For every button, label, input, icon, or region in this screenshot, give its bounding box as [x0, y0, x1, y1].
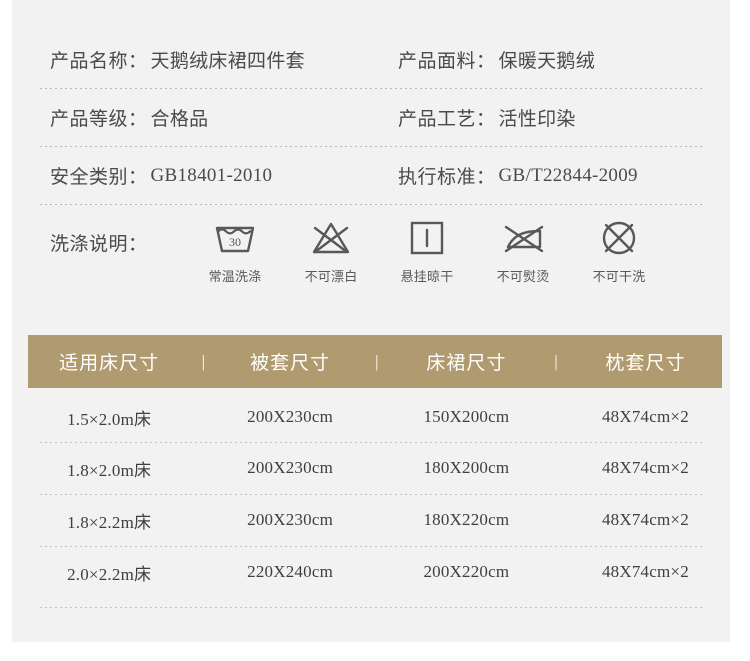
table-row-separator — [40, 442, 702, 443]
no-bleach-icon — [309, 215, 353, 261]
size-table-header-separator: | — [554, 351, 558, 371]
cell-pillow-size: 48X74cm×2 — [601, 458, 689, 477]
wash-care-section: 洗涤说明： 30 常温洗涤 — [12, 201, 730, 319]
size-table-header-bed: 适用床尺寸 — [59, 353, 160, 374]
spec-value: GB18401-2010 — [150, 164, 273, 186]
spec-cell-product-grade: 产品等级： 合格品 — [50, 89, 208, 146]
cell-bed-size: 1.8×2.0m床 — [67, 460, 152, 480]
spec-label: 安全类别： — [50, 167, 148, 188]
table-row: 1.8×2.0m床 200X230cm 180X200cm 48X74cm×2 — [28, 444, 722, 492]
spec-separator-3 — [40, 204, 702, 205]
cell-duvet-size: 200X230cm — [247, 407, 333, 426]
wash-care-item-line-dry: 悬挂晾干 — [384, 215, 470, 285]
cell-bedskirt-size: 180X200cm — [423, 458, 510, 477]
line-dry-icon — [405, 215, 449, 261]
cell-duvet-size: 200X230cm — [247, 510, 333, 529]
wash-care-icon-strip: 30 常温洗涤 不可漂白 — [192, 215, 662, 285]
wash-care-item-no-iron: 不可熨烫 — [480, 215, 566, 285]
wash-care-item-no-dry-clean: 不可干洗 — [576, 215, 662, 285]
size-table-header-bedskirt: 床裙尺寸 — [426, 353, 507, 374]
spec-separator-1 — [40, 88, 702, 89]
wash-temperature-text: 30 — [229, 235, 241, 249]
cell-duvet-size: 220X240cm — [247, 562, 333, 581]
spec-label: 产品名称： — [50, 51, 148, 72]
table-row-separator — [40, 546, 702, 547]
cell-bed-size: 1.8×2.2m床 — [67, 512, 152, 532]
spec-cell-product-name: 产品名称： 天鹅绒床裙四件套 — [50, 31, 305, 88]
cell-bed-size: 1.5×2.0m床 — [67, 409, 152, 429]
spec-row-1: 产品名称： 天鹅绒床裙四件套 产品面料： 保暖天鹅绒 — [12, 31, 730, 88]
cell-pillow-size: 48X74cm×2 — [601, 562, 689, 581]
cell-pillow-size: 48X74cm×2 — [601, 510, 689, 529]
spec-value: 合格品 — [150, 109, 209, 130]
spec-value: 活性印染 — [498, 109, 576, 130]
cell-bed-size: 2.0×2.2m床 — [67, 564, 152, 584]
wash-care-caption: 悬挂晾干 — [400, 269, 454, 284]
cell-bedskirt-size: 180X220cm — [423, 510, 510, 529]
wash-care-caption: 不可干洗 — [592, 269, 646, 284]
spec-label: 产品工艺： — [398, 109, 496, 130]
spec-cell-product-fabric: 产品面料： 保暖天鹅绒 — [398, 31, 595, 88]
product-spec-panel: 产品名称： 天鹅绒床裙四件套 产品面料： 保暖天鹅绒 产品等级： 合格品 产品工… — [12, 0, 730, 642]
wash-care-caption: 不可熨烫 — [496, 269, 550, 284]
wash-care-caption: 不可漂白 — [304, 269, 358, 284]
table-row: 2.0×2.2m床 220X240cm 200X220cm 48X74cm×2 — [28, 548, 722, 596]
cell-pillow-size: 48X74cm×2 — [601, 407, 689, 426]
size-table-header-duvet: 被套尺寸 — [250, 353, 331, 374]
wash-care-item-normal-wash: 30 常温洗涤 — [192, 215, 278, 285]
wash-tub-30-icon: 30 — [213, 215, 257, 261]
size-table-header-pillow: 枕套尺寸 — [605, 353, 686, 374]
spec-cell-safety-category: 安全类别： GB18401-2010 — [50, 147, 272, 204]
spec-separator-2 — [40, 146, 702, 147]
wash-care-label: 洗涤说明： — [50, 234, 148, 255]
spec-label: 产品面料： — [398, 51, 496, 72]
table-row-separator — [40, 494, 702, 495]
spec-cell-standard: 执行标准： GB/T22844-2009 — [398, 147, 638, 204]
no-iron-icon — [500, 215, 546, 261]
size-table-header-separator: | — [375, 351, 379, 371]
cell-bedskirt-size: 150X200cm — [423, 407, 510, 426]
spec-label: 产品等级： — [50, 109, 148, 130]
table-bottom-separator — [40, 607, 702, 608]
spec-row-3: 安全类别： GB18401-2010 执行标准： GB/T22844-2009 — [12, 147, 730, 204]
wash-care-caption: 常温洗涤 — [208, 269, 262, 284]
wash-care-item-no-bleach: 不可漂白 — [288, 215, 374, 285]
spec-value: GB/T22844-2009 — [498, 164, 638, 186]
spec-label: 执行标准： — [398, 167, 496, 188]
size-table-header: 适用床尺寸 | 被套尺寸 | 床裙尺寸 | 枕套尺寸 — [28, 335, 722, 388]
spec-value: 保暖天鹅绒 — [498, 51, 596, 72]
size-table-header-separator: | — [201, 351, 205, 371]
cell-bedskirt-size: 200X220cm — [423, 562, 510, 581]
table-row: 1.5×2.0m床 200X230cm 150X200cm 48X74cm×2 — [28, 393, 722, 441]
spec-row-2: 产品等级： 合格品 产品工艺： 活性印染 — [12, 89, 730, 146]
spec-value: 天鹅绒床裙四件套 — [150, 51, 305, 72]
table-row: 1.8×2.2m床 200X230cm 180X220cm 48X74cm×2 — [28, 496, 722, 544]
spec-cell-product-process: 产品工艺： 活性印染 — [398, 89, 576, 146]
cell-duvet-size: 200X230cm — [247, 458, 333, 477]
no-dry-clean-icon — [597, 215, 641, 261]
